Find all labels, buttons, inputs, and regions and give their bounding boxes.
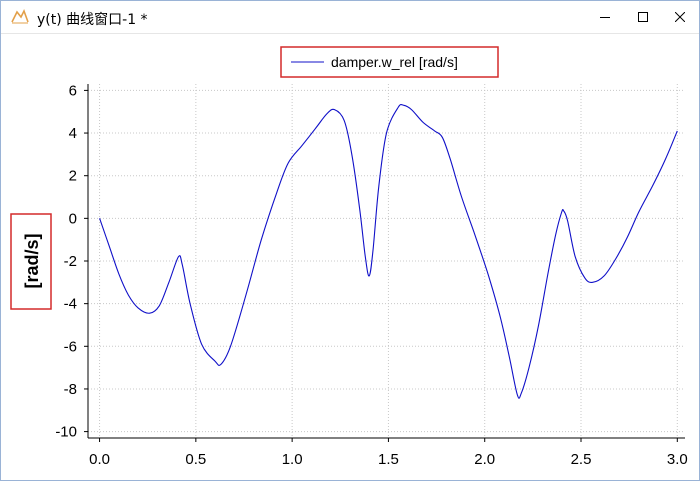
y-tick-label: 0 — [69, 210, 77, 227]
maximize-icon — [638, 12, 648, 22]
close-button[interactable] — [661, 1, 699, 33]
x-tick-label: 1.5 — [378, 451, 399, 468]
x-tick-label: 0.5 — [185, 451, 206, 468]
series-lines — [99, 103, 678, 399]
y-axis-label-group: [rad/s] — [10, 213, 52, 310]
y-tick-label: 2 — [69, 168, 77, 185]
minimize-icon — [600, 17, 610, 18]
close-icon — [675, 12, 685, 22]
ylabel-highlight-box — [10, 213, 52, 310]
legend[interactable]: damper.w_rel [rad/s] — [280, 46, 499, 78]
window-title: y(t) 曲线窗口-1 * — [37, 12, 148, 28]
y-tick-label: -2 — [64, 253, 77, 270]
y-tick-label: -10 — [55, 424, 77, 441]
curve-window-icon — [11, 8, 29, 24]
minimize-button[interactable] — [586, 1, 624, 33]
y-axis-ticks: 6 4 2 0 -2 -4 -6 -8 -10 — [55, 82, 88, 441]
x-tick-label: 3.0 — [667, 451, 688, 468]
grid — [88, 84, 685, 438]
y-tick-label: -4 — [64, 296, 77, 313]
legend-label: damper.w_rel [rad/s] — [331, 54, 458, 70]
x-axis-ticks: 0.0 0.5 1.0 1.5 2.0 2.5 3.0 — [89, 438, 688, 468]
y-tick-label: 4 — [69, 125, 77, 142]
line-chart[interactable]: 6 4 2 0 -2 -4 -6 -8 -10 0.0 0.5 1.0 1.5 2.0 2.5 3.0 da… — [1, 34, 699, 480]
y-tick-label: 6 — [69, 82, 77, 99]
x-tick-label: 2.5 — [571, 451, 592, 468]
y-tick-label: -6 — [64, 338, 77, 355]
maximize-button[interactable] — [624, 1, 662, 33]
y-axis-label: [rad/s] — [22, 233, 42, 288]
x-tick-label: 0.0 — [89, 451, 110, 468]
x-tick-label: 2.0 — [474, 451, 495, 468]
x-tick-label: 1.0 — [282, 451, 303, 468]
y-tick-label: -8 — [64, 381, 77, 398]
series-line — [99, 103, 678, 399]
plot-area[interactable]: 6 4 2 0 -2 -4 -6 -8 -10 0.0 0.5 1.0 1.5 2.0 2.5 3.0 da… — [1, 34, 699, 480]
title-bar[interactable]: y(t) 曲线窗口-1 * — [1, 1, 699, 34]
